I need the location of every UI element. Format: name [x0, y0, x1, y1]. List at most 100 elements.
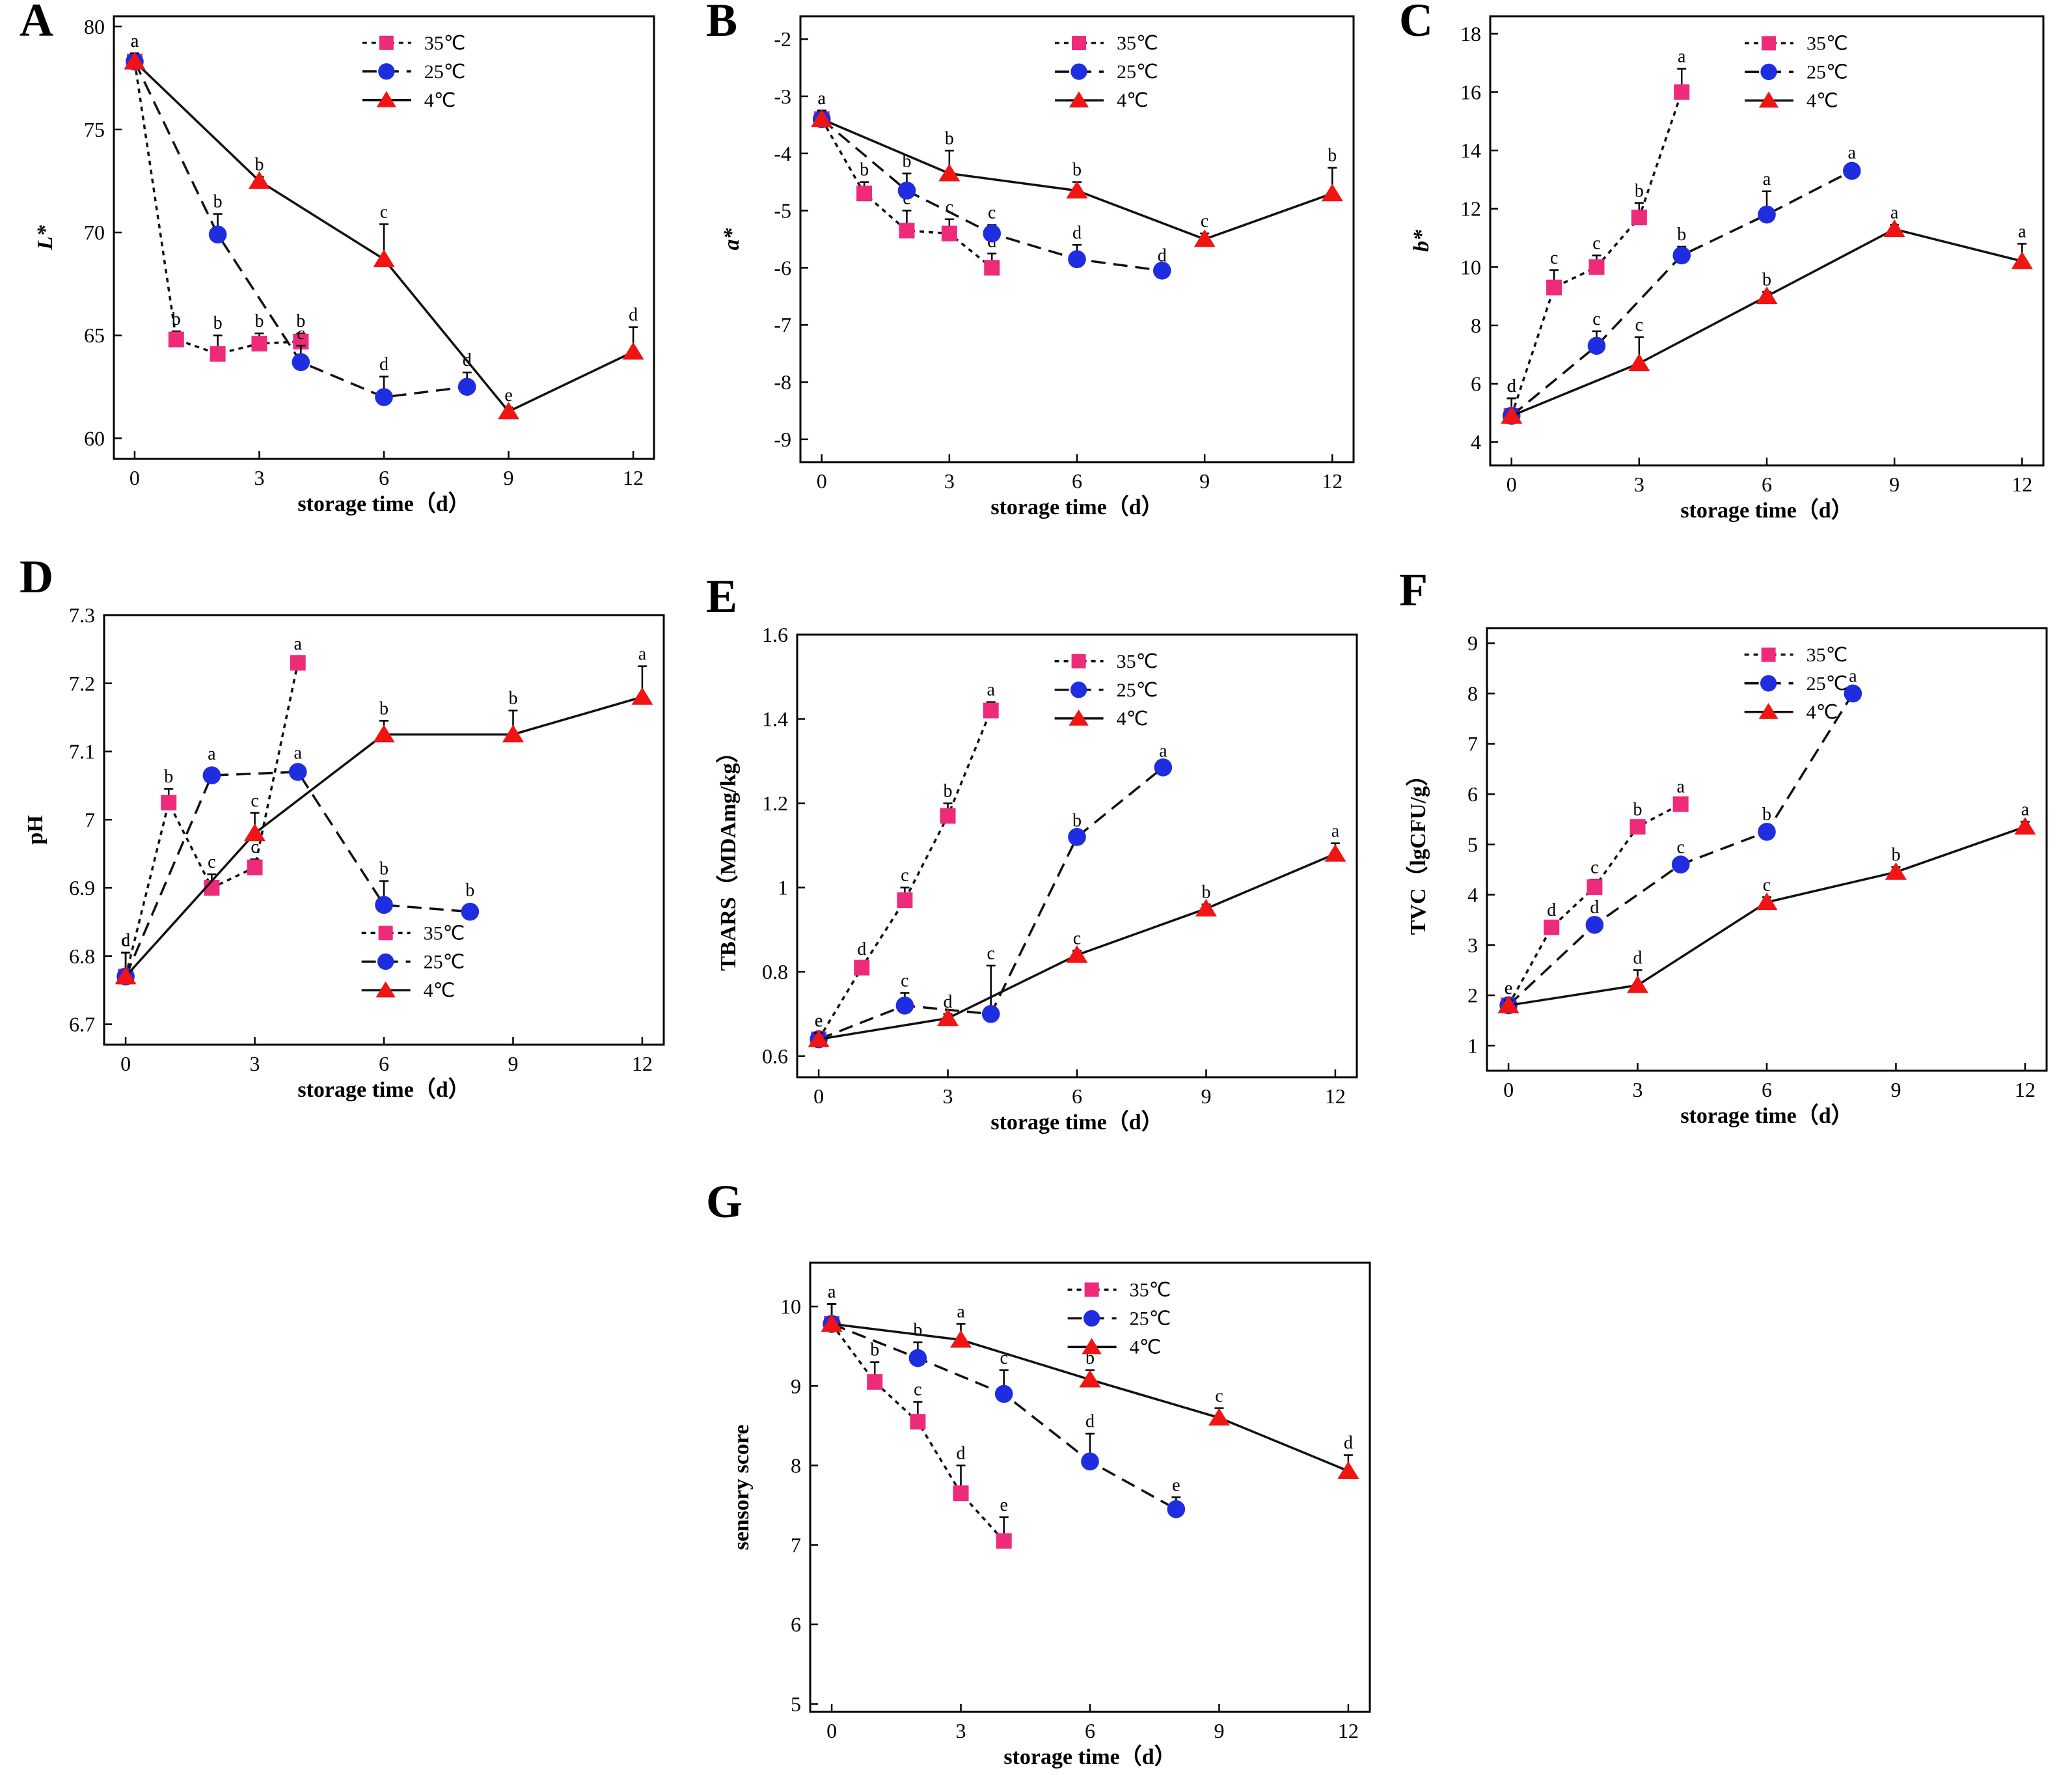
data-point	[1587, 879, 1603, 895]
y-tick-label: 0.6	[762, 1045, 788, 1068]
significance-letter: b	[379, 698, 388, 719]
legend-label: 25℃	[1806, 673, 1848, 695]
significance-letter: c	[1635, 315, 1643, 335]
significance-letter: c	[914, 1380, 921, 1400]
x-tick-label: 0	[130, 466, 140, 489]
legend-marker	[378, 926, 393, 941]
data-point	[124, 51, 146, 70]
data-point	[202, 766, 221, 784]
significance-letter: c	[1550, 248, 1558, 268]
data-point	[208, 225, 227, 244]
data-point	[867, 1374, 883, 1390]
legend-label: 4℃	[424, 980, 456, 1001]
significance-letter: a	[957, 1302, 965, 1322]
x-axis-title: storage time（d）	[1680, 497, 1853, 523]
legend: 35℃ 25℃ 4℃	[1067, 1279, 1171, 1358]
x-tick-label: 3	[254, 466, 264, 489]
x-tick-label: 6	[1085, 1719, 1095, 1742]
x-tick-label: 12	[623, 466, 644, 489]
series-2: e d c b a	[808, 821, 1346, 1047]
data-point	[940, 808, 956, 824]
legend-marker	[1083, 1310, 1100, 1327]
legend: 35℃ 25℃ 4℃	[1054, 651, 1158, 730]
significance-letter: c	[122, 931, 130, 951]
y-tick-label: 1.4	[762, 708, 788, 731]
data-point	[1672, 246, 1691, 265]
x-tick-label: 9	[1214, 1719, 1224, 1742]
data-point	[498, 402, 520, 420]
y-tick-label: 14	[1460, 139, 1481, 162]
significance-letter: b	[913, 1320, 922, 1340]
legend-marker	[375, 981, 396, 998]
significance-letter: d	[1507, 376, 1516, 396]
significance-letter: a	[1331, 821, 1340, 842]
panel-letter: C	[1399, 0, 1433, 46]
data-point	[895, 997, 914, 1015]
significance-letter: c	[987, 943, 994, 963]
x-tick-label: 6	[1762, 1078, 1772, 1101]
data-point	[375, 896, 393, 915]
panel-E: E 0 3 6 9 12 0.6 0.8 1 1.2 1.4 1.6 storage time（d） TB…	[706, 570, 1358, 1135]
x-tick-label: 9	[1199, 469, 1210, 493]
y-tick-label: 5	[791, 1692, 801, 1716]
legend: 35℃ 25℃ 4℃	[361, 922, 465, 1001]
y-tick-label: 1	[1467, 1034, 1478, 1057]
significance-letter: a	[293, 743, 302, 763]
significance-letter: b	[1633, 800, 1643, 820]
data-point	[161, 795, 177, 811]
significance-letter: c	[1073, 929, 1081, 949]
panel-D: D 0 3 6 9 12 6.7 6.8 6.9 7 7.1 7.2 7.3 storage time（d…	[20, 551, 665, 1102]
legend-marker	[1084, 1282, 1099, 1297]
data-point	[1883, 219, 1905, 238]
data-point	[1068, 250, 1086, 269]
data-point	[1546, 279, 1562, 296]
y-tick-label: -3	[774, 85, 791, 108]
significance-letter: d	[629, 305, 638, 325]
data-point	[854, 959, 870, 976]
legend-label: 25℃	[424, 61, 466, 83]
significance-letter: b	[296, 311, 305, 331]
significance-letter: d	[1344, 1433, 1353, 1453]
significance-letter: b	[508, 689, 517, 709]
y-tick-label: 7.3	[69, 603, 95, 627]
data-point	[251, 335, 267, 351]
significance-letter: b	[1201, 882, 1210, 902]
data-point	[908, 1349, 927, 1368]
x-tick-label: 3	[1634, 473, 1644, 496]
significance-letter: e	[815, 1011, 823, 1031]
significance-letter: b	[1762, 269, 1771, 290]
significance-letter: b	[254, 155, 264, 175]
data-point	[1324, 844, 1346, 862]
legend-label: 35℃	[1117, 651, 1158, 672]
data-point	[631, 687, 653, 705]
data-point	[457, 378, 476, 396]
data-point	[1167, 1500, 1186, 1519]
legend-label: 35℃	[424, 922, 465, 944]
x-axis-title: storage time（d）	[297, 491, 470, 516]
x-tick-label: 9	[1890, 1078, 1901, 1101]
x-tick-label: 3	[1633, 1078, 1643, 1101]
y-tick-label: 7	[85, 808, 95, 831]
x-axis-title: storage time（d）	[990, 494, 1163, 519]
legend-label: 4℃	[424, 90, 456, 111]
y-tick-label: 6.8	[69, 944, 95, 968]
y-tick-label: 3	[1467, 933, 1478, 957]
significance-letter: d	[1158, 245, 1167, 266]
significance-letter: a	[1678, 47, 1686, 67]
y-tick-label: 1	[778, 876, 788, 900]
y-tick-label: 18	[1460, 22, 1481, 46]
significance-letter: b	[1635, 181, 1644, 201]
significance-letter: b	[944, 781, 953, 801]
data-point	[290, 655, 306, 671]
significance-letter: c	[1592, 309, 1600, 329]
legend-marker	[1069, 709, 1089, 726]
y-tick-label: 65	[84, 323, 105, 347]
x-tick-label: 9	[508, 1052, 518, 1075]
data-point	[983, 224, 1002, 243]
data-point	[899, 223, 915, 239]
data-point	[461, 902, 480, 921]
